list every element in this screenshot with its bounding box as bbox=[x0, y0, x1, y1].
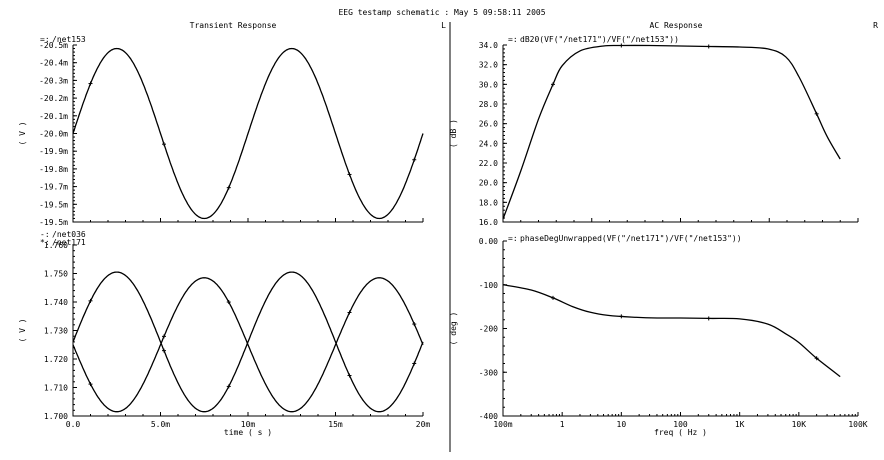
y-tick-label: -20.5m bbox=[39, 41, 68, 50]
x-tick-label: 100 bbox=[673, 420, 688, 429]
x-tick-label: 100m bbox=[493, 420, 512, 429]
x-tick-label: 5.0m bbox=[151, 420, 170, 429]
y-tick-label: 32.0 bbox=[479, 61, 498, 70]
series-line bbox=[502, 284, 841, 378]
x-tick-label: 20m bbox=[416, 420, 431, 429]
y-tick-label: -19.7m bbox=[39, 183, 68, 192]
series-line bbox=[72, 47, 424, 220]
chart-transient-bottom: 1.700 1.710 1.720 1.730 1.740 1.750 1.760 0.0 5.… bbox=[18, 230, 430, 437]
x-tick-label: 10m bbox=[241, 420, 256, 429]
legend-marker: *: bbox=[40, 238, 50, 247]
y-tick-label: -100 bbox=[479, 281, 498, 290]
y-axis-label: ( deg ) bbox=[449, 312, 458, 346]
axis-frame bbox=[502, 241, 858, 417]
y-tick-label: -19.8m bbox=[39, 165, 68, 174]
y-tick-label: -400 bbox=[479, 412, 498, 421]
left-panel-corner-mark[interactable]: L bbox=[441, 21, 446, 30]
page-title: EEG testamp schematic : May 5 09:58:11 2… bbox=[338, 8, 545, 17]
y-tick-label: 20.0 bbox=[479, 179, 498, 188]
x-tick-label: 100K bbox=[848, 420, 867, 429]
y-axis-label: ( dB ) bbox=[449, 119, 458, 148]
x-tick-label: 1 bbox=[560, 420, 565, 429]
chart-ac-top: 16.0 18.0 20.0 22.0 24.0 26.0 28.0 30.0 32.0 34.0… bbox=[449, 35, 859, 227]
right-panel-corner-mark[interactable]: R bbox=[873, 21, 878, 30]
y-tick-label: -20.1m bbox=[39, 112, 68, 121]
y-tick-label: -20.0m bbox=[39, 130, 68, 139]
y-tick-label: -19.5m bbox=[39, 218, 68, 227]
chart-transient-top: -19.5m -19.5m -19.7m -19.8m -19.9m -20.0m -20.… bbox=[18, 35, 424, 227]
y-tick-label: -20.3m bbox=[39, 76, 68, 85]
legend-series-name: /net036 bbox=[52, 230, 86, 239]
axis-frame bbox=[72, 245, 423, 417]
y-tick-label: 1.760 bbox=[44, 241, 68, 250]
x-tick-label: 10 bbox=[617, 420, 627, 429]
chart-ac-bottom: -400 -300 -200 -100 0.00 100m 1 10 100 1K 10K 100K (… bbox=[449, 234, 868, 437]
y-tick-label: 34.0 bbox=[479, 41, 498, 50]
y-tick-label: -19.9m bbox=[39, 147, 68, 156]
y-tick-label: -20.4m bbox=[39, 59, 68, 68]
series-line bbox=[72, 277, 424, 413]
y-tick-label: -200 bbox=[479, 325, 498, 334]
legend-series-name: /net153 bbox=[52, 35, 86, 44]
x-tick-label: 10K bbox=[792, 420, 807, 429]
y-tick-label: -20.2m bbox=[39, 94, 68, 103]
y-tick-label: 22.0 bbox=[479, 159, 498, 168]
y-tick-label: -19.5m bbox=[39, 200, 68, 209]
y-tick-label: 1.720 bbox=[44, 355, 68, 364]
y-tick-label: 1.740 bbox=[44, 298, 68, 307]
y-tick-label: 28.0 bbox=[479, 100, 498, 109]
legend-series-name: /net171 bbox=[52, 238, 86, 247]
y-tick-label: 1.710 bbox=[44, 384, 68, 393]
series-line bbox=[502, 44, 841, 220]
legend-series-name: phaseDegUnwrapped(VF("/net171")/VF("/net… bbox=[520, 234, 742, 243]
legend-series-name: dB20(VF("/net171")/VF("/net153")) bbox=[520, 35, 679, 44]
y-tick-label: 26.0 bbox=[479, 120, 498, 129]
y-tick-label: 0.00 bbox=[479, 237, 498, 246]
transient-panel-title: Transient Response bbox=[190, 21, 277, 30]
legend-marker: =: bbox=[40, 35, 50, 44]
y-tick-label: 1.750 bbox=[44, 270, 68, 279]
y-tick-label: 1.730 bbox=[44, 327, 68, 336]
y-tick-label: 18.0 bbox=[479, 198, 498, 207]
series-line bbox=[72, 271, 424, 413]
y-axis-label: ( V ) bbox=[18, 121, 27, 145]
y-tick-label: 1.700 bbox=[44, 412, 68, 421]
y-tick-label: -300 bbox=[479, 368, 498, 377]
ac-panel-title: AC Response bbox=[650, 21, 703, 30]
y-tick-label: 24.0 bbox=[479, 139, 498, 148]
x-axis-label: freq ( Hz ) bbox=[654, 428, 707, 437]
y-tick-label: 30.0 bbox=[479, 80, 498, 89]
y-tick-label: 16.0 bbox=[479, 218, 498, 227]
axis-frame bbox=[502, 45, 858, 223]
x-axis-label: time ( s ) bbox=[224, 428, 272, 437]
plots-layer: -19.5m -19.5m -19.7m -19.8m -19.9m -20.0m -20.… bbox=[18, 35, 868, 437]
legend-marker: -: bbox=[40, 230, 50, 239]
x-tick-label: 15m bbox=[328, 420, 343, 429]
legend-marker: =: bbox=[508, 234, 518, 243]
x-tick-label: 1K bbox=[735, 420, 745, 429]
legend-marker: =: bbox=[508, 35, 518, 44]
y-axis-label: ( V ) bbox=[18, 318, 27, 342]
x-tick-label: 0.0 bbox=[66, 420, 81, 429]
